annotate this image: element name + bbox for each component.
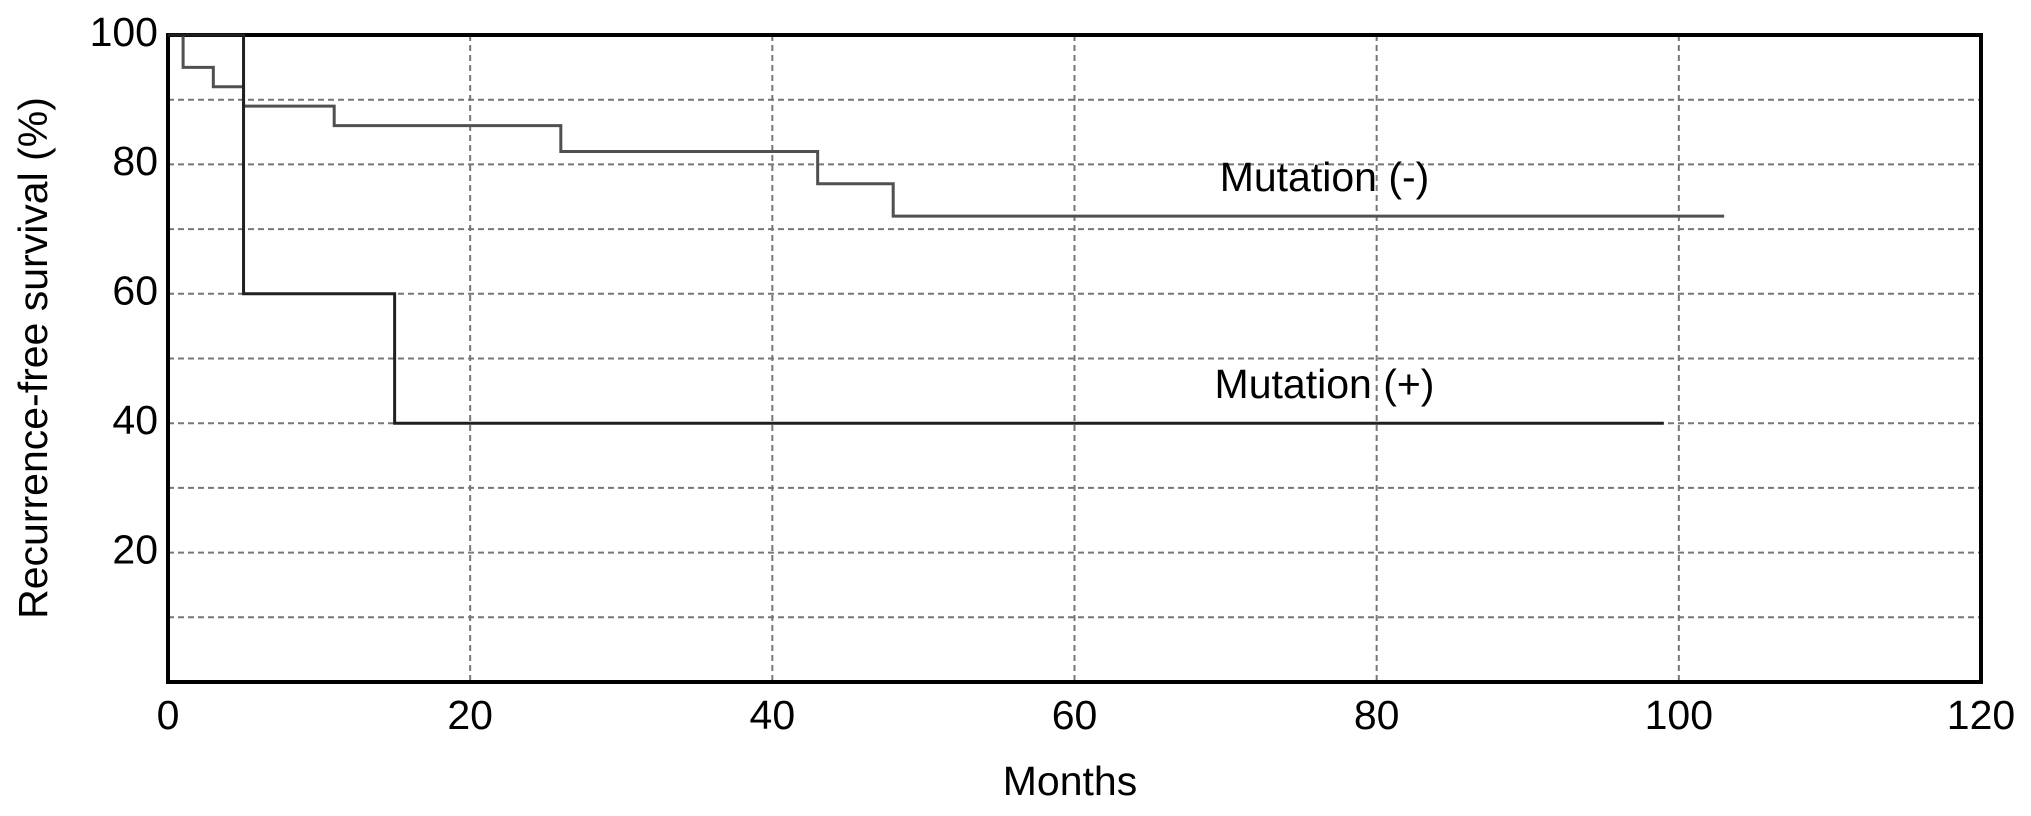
x-axis-title: Months bbox=[1003, 758, 1137, 804]
series-label: Mutation (-) bbox=[1220, 154, 1430, 200]
survival-line bbox=[168, 33, 1664, 425]
y-axis-title: Recurrence-free survival (%) bbox=[10, 97, 56, 619]
x-tick-label: 60 bbox=[1052, 692, 1098, 738]
y-tick-label: 100 bbox=[90, 9, 158, 55]
y-tick-label: 40 bbox=[112, 397, 158, 443]
x-tick-label: 0 bbox=[157, 692, 180, 738]
survival-line bbox=[168, 33, 1725, 218]
x-tick-label: 20 bbox=[447, 692, 493, 738]
y-tick-label: 80 bbox=[112, 138, 158, 184]
y-tick-label: 60 bbox=[112, 268, 158, 314]
x-tick-label: 80 bbox=[1354, 692, 1400, 738]
x-tick-label: 120 bbox=[1947, 692, 2015, 738]
plot-frame bbox=[166, 33, 1983, 684]
x-tick-label: 100 bbox=[1645, 692, 1713, 738]
series-label: Mutation (+) bbox=[1215, 361, 1435, 407]
y-tick-label: 20 bbox=[112, 526, 158, 572]
x-tick-label: 40 bbox=[750, 692, 796, 738]
